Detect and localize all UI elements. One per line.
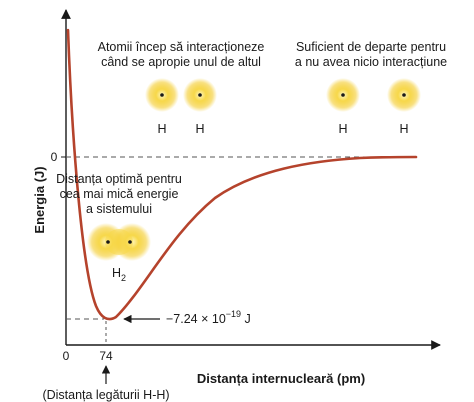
y-zero-tick-label: 0 [51, 150, 58, 164]
interact-text-line2: când se apropie unul de altul [101, 55, 261, 69]
apart-atom-right [387, 78, 421, 112]
optimal-text-line2: cea mai mică energie [60, 187, 179, 201]
interacting-atom-left-label: H [157, 122, 166, 136]
apart-atom-left [326, 78, 360, 112]
interacting-atom-left [145, 78, 179, 112]
apart-text-line1: Suficient de departe pentru [296, 40, 446, 54]
x-bond-tick-label: 74 [99, 349, 113, 363]
h2-molecule [87, 223, 151, 261]
interact-text-line1: Atomii încep să interacționeze [98, 40, 265, 54]
apart-text-line2: a nu avea nicio interacțiune [295, 55, 447, 69]
x-axis-label: Distanța internucleară (pm) [197, 371, 365, 386]
y-axis-label: Energia (J) [32, 166, 47, 233]
optimal-text-line3: a sistemului [86, 202, 152, 216]
x-zero-tick-label: 0 [63, 349, 70, 363]
interacting-atom-right-label: H [195, 122, 204, 136]
bond-length-label: (Distanța legăturii H-H) [42, 388, 169, 402]
energy-min-label: −7.24 × 10−19 J [166, 309, 251, 326]
interacting-atom-right [183, 78, 217, 112]
optimal-text-line1: Distanța optimă pentru [56, 172, 182, 186]
energy-curve [66, 28, 418, 321]
apart-atom-right-label: H [399, 122, 408, 136]
apart-atom-left-label: H [338, 122, 347, 136]
h2-label: H2 [112, 266, 126, 283]
